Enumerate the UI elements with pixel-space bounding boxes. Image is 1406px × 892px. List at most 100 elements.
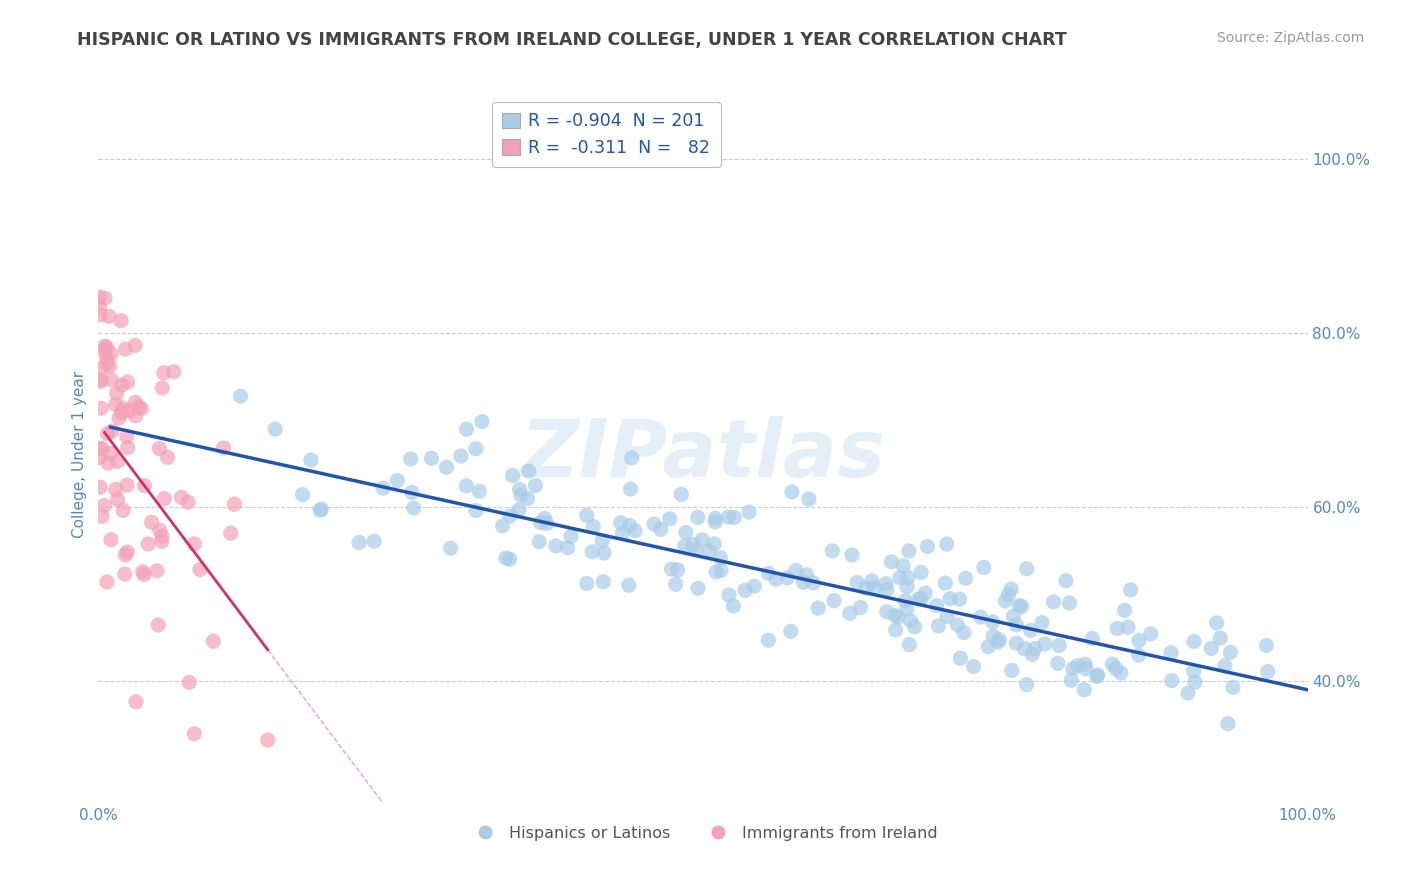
Point (686, 510, 709, 524)
Point (742, 579, 765, 593)
Point (117, 441, 139, 455)
Point (1182, 634, 1205, 648)
Point (399, 452, 422, 467)
Point (704, 515, 727, 529)
Point (100, 446, 122, 460)
Point (499, 509, 522, 524)
Point (796, 567, 818, 582)
Point (509, 483, 531, 497)
Point (560, 529, 582, 543)
Point (592, 574, 614, 589)
Point (114, 548, 136, 562)
Point (863, 581, 886, 595)
Point (153, 491, 176, 506)
Point (875, 576, 897, 591)
Point (658, 512, 681, 526)
Point (1216, 716, 1239, 731)
Point (910, 591, 932, 606)
Point (591, 533, 613, 548)
Point (188, 563, 211, 577)
Point (1087, 668, 1109, 682)
Point (898, 638, 921, 652)
Point (387, 474, 409, 488)
Point (1128, 648, 1150, 662)
Point (617, 578, 640, 592)
Point (981, 615, 1004, 629)
Point (955, 571, 977, 585)
Point (1139, 627, 1161, 641)
Point (914, 586, 936, 600)
Point (686, 582, 709, 596)
Point (150, 529, 173, 543)
Point (1015, 678, 1038, 692)
Point (692, 533, 714, 547)
Point (717, 510, 740, 524)
Point (363, 534, 385, 549)
Point (643, 517, 665, 532)
Point (149, 524, 172, 538)
Point (1222, 680, 1244, 694)
Point (1047, 639, 1070, 653)
Point (132, 565, 155, 579)
Point (170, 491, 193, 505)
Point (900, 614, 922, 628)
Point (650, 522, 672, 536)
Point (456, 479, 478, 493)
Point (780, 485, 803, 500)
Point (117, 375, 139, 389)
Point (163, 365, 186, 379)
Text: ZIPatlas: ZIPatlas (520, 416, 886, 494)
Point (988, 632, 1011, 647)
Point (575, 508, 598, 523)
Point (1005, 618, 1028, 632)
Point (1201, 641, 1223, 656)
Point (1031, 615, 1053, 630)
Point (96, 351, 118, 365)
Point (1105, 661, 1128, 675)
Point (997, 588, 1019, 602)
Point (530, 516, 553, 530)
Point (1073, 682, 1095, 697)
Point (202, 634, 225, 648)
Point (620, 450, 643, 465)
Point (1107, 622, 1129, 636)
Point (1209, 631, 1232, 645)
Point (1114, 603, 1136, 617)
Point (229, 389, 252, 403)
Point (100, 533, 122, 547)
Point (709, 550, 731, 565)
Point (894, 594, 917, 608)
Point (136, 537, 159, 551)
Point (1256, 639, 1278, 653)
Point (150, 534, 173, 549)
Point (1054, 574, 1077, 588)
Point (884, 623, 907, 637)
Point (141, 516, 163, 530)
Point (156, 450, 179, 465)
Point (876, 605, 898, 619)
Point (347, 535, 370, 549)
Point (1011, 599, 1033, 614)
Point (107, 454, 129, 468)
Point (1160, 673, 1182, 688)
Point (1128, 633, 1150, 648)
Point (846, 575, 869, 590)
Point (953, 625, 976, 640)
Point (801, 575, 824, 590)
Point (838, 607, 860, 621)
Point (89, 375, 111, 389)
Point (93, 499, 115, 513)
Point (183, 537, 205, 551)
Point (468, 484, 491, 499)
Point (96, 426, 118, 441)
Text: Source: ZipAtlas.com: Source: ZipAtlas.com (1216, 31, 1364, 45)
Point (1060, 673, 1083, 688)
Point (897, 570, 920, 584)
Point (91, 360, 114, 375)
Point (517, 464, 540, 478)
Point (917, 540, 939, 554)
Point (491, 519, 513, 533)
Point (1066, 658, 1088, 673)
Point (907, 591, 929, 606)
Point (619, 482, 641, 496)
